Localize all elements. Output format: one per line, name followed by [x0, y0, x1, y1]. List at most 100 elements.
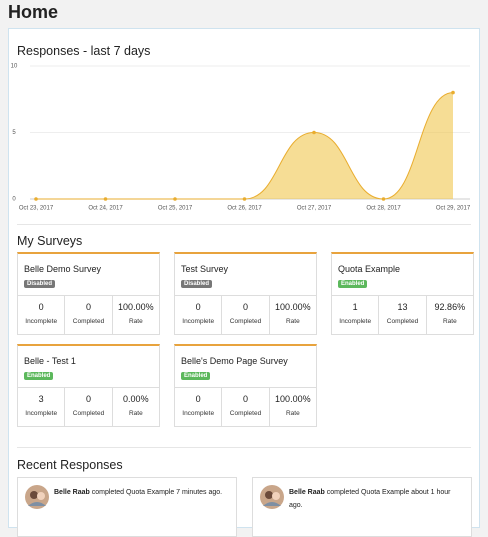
- stat: 100.00% Rate: [268, 296, 316, 334]
- user-name: Belle Raab: [289, 489, 325, 496]
- avatar: [260, 485, 284, 509]
- status-badge: Disabled: [24, 280, 56, 288]
- stats: 0 Incomplete 0 Completed 100.00% Rate: [175, 295, 316, 334]
- stat-value: 0: [195, 302, 201, 312]
- stat-label: Rate: [128, 410, 143, 417]
- stat-label: Incomplete: [182, 318, 215, 325]
- stat-value: 0: [242, 394, 248, 404]
- y-tick-label: 0: [12, 197, 16, 203]
- stat-value: 100.00%: [118, 302, 154, 312]
- stat-value: 0: [85, 394, 91, 404]
- point: [103, 197, 108, 201]
- stat: 0 Completed: [221, 388, 268, 426]
- x-tick-label: Oct 26, 2017: [227, 206, 262, 212]
- separator: [17, 224, 471, 225]
- status-badge: Disabled: [181, 280, 213, 288]
- stat-label: Completed: [72, 410, 105, 417]
- stat: 0 Incomplete: [175, 388, 221, 426]
- x-tick-label: Oct 28, 2017: [366, 206, 401, 212]
- stat: 0 Incomplete: [18, 296, 64, 334]
- section-title: Recent Responses: [17, 458, 123, 472]
- stats: 0 Incomplete 0 Completed 100.00% Rate: [175, 387, 316, 426]
- stat-value: 0: [38, 302, 44, 312]
- stat: 92.86% Rate: [425, 296, 473, 334]
- stat-label: Completed: [386, 318, 419, 325]
- point: [451, 90, 455, 95]
- stat-value: 13: [397, 302, 408, 312]
- avatar: [25, 485, 49, 509]
- page: Home Responses - last 7 days 0 5 10 Oct 23,…: [8, 2, 480, 537]
- stat-label: Completed: [72, 318, 105, 325]
- stat-value: 1: [352, 302, 358, 312]
- x-tick-label: Oct 29, 2017: [436, 206, 471, 212]
- stat-label: Incomplete: [25, 318, 58, 325]
- stats: 1 Incomplete 13 Completed 92.86% Rate: [332, 295, 473, 334]
- stat-value: 100.00%: [275, 394, 311, 404]
- stat-label: Incomplete: [25, 410, 58, 417]
- stat-value: 3: [38, 394, 44, 404]
- response-card: Belle Raab completed Quota Example about…: [252, 477, 472, 537]
- survey-name: Belle - Test 1: [24, 356, 76, 366]
- status-badge: Enabled: [24, 372, 54, 380]
- stat-value: 92.86%: [434, 302, 466, 312]
- survey-card: Belle - Test 1 Enabled 3 Incomplete 0 Complet…: [17, 344, 160, 427]
- response-detail: completed Quota Example 7 minutes ago.: [91, 489, 223, 496]
- x-tick-label: Oct 25, 2017: [158, 206, 193, 212]
- y-tick-label: 5: [12, 130, 16, 136]
- status-badge: Enabled: [181, 372, 211, 380]
- stat-value: 0: [242, 302, 248, 312]
- stat: 100.00% Rate: [111, 296, 159, 334]
- survey-card: Quota Example Enabled 1 Incomplete 13 Complet…: [331, 252, 474, 335]
- stat: 0 Completed: [64, 296, 111, 334]
- stat-label: Rate: [442, 318, 457, 325]
- stat: 1 Incomplete: [332, 296, 378, 334]
- status-badge: Enabled: [338, 280, 368, 288]
- stat: 3 Incomplete: [18, 388, 64, 426]
- area: [36, 92, 453, 199]
- survey-name: Belle's Demo Page Survey: [181, 356, 288, 366]
- stat: 0 Completed: [64, 388, 111, 426]
- point: [312, 130, 316, 135]
- survey-card: Belle Demo Survey Disabled 0 Incomplete 0 Com…: [17, 252, 160, 335]
- response-card: Belle Raab completed Quota Example 7 min…: [17, 477, 237, 537]
- point: [173, 197, 177, 201]
- response-text: Belle Raab completed Quota Example about…: [289, 486, 464, 512]
- x-tick-label: Oct 24, 2017: [88, 206, 123, 212]
- stat: 13 Completed: [378, 296, 425, 334]
- stat-label: Completed: [229, 318, 262, 325]
- response-detail: completed Quota Example about 1 hour ago…: [289, 489, 451, 509]
- x-tick-label: Oct 27, 2017: [297, 206, 332, 212]
- line: [36, 92, 454, 200]
- stats: 0 Incomplete 0 Completed 100.00% Rate: [18, 295, 159, 334]
- chart: 0 5 10 Oct 23, 2017 Oct 24, 2017 Oct 25, 2017…: [11, 64, 471, 212]
- stat-label: Rate: [285, 410, 300, 417]
- survey-name: Quota Example: [338, 264, 401, 274]
- stat: 0.00% Rate: [111, 388, 159, 426]
- stat-label: Incomplete: [182, 410, 215, 417]
- survey-name: Test Survey: [181, 264, 229, 274]
- survey-card: Belle's Demo Page Survey Enabled 0 Incomple…: [174, 344, 317, 427]
- chart-title: Responses - last 7 days: [17, 44, 151, 58]
- point: [34, 197, 38, 201]
- x-tick-label: Oct 23, 2017: [19, 206, 54, 212]
- point: [381, 197, 386, 201]
- stat-label: Incomplete: [339, 318, 372, 325]
- separator: [17, 447, 471, 448]
- stat: 100.00% Rate: [268, 388, 316, 426]
- survey-card: Test Survey Disabled 0 Incomplete 0 Completed…: [174, 252, 317, 335]
- point: [242, 197, 247, 201]
- stat-label: Completed: [229, 410, 262, 417]
- stat-value: 0: [85, 302, 91, 312]
- y-tick-label: 10: [11, 64, 18, 70]
- stat-label: Rate: [285, 318, 300, 325]
- stat-label: Rate: [128, 318, 143, 325]
- response-text: Belle Raab completed Quota Example 7 min…: [54, 486, 229, 499]
- survey-name: Belle Demo Survey: [24, 264, 102, 274]
- stat-value: 100.00%: [275, 302, 311, 312]
- section-title: My Surveys: [17, 234, 83, 248]
- stat: 0 Completed: [221, 296, 268, 334]
- user-name: Belle Raab: [54, 489, 90, 496]
- stats: 3 Incomplete 0 Completed 0.00% Rate: [18, 387, 159, 426]
- page-title: Home: [8, 2, 59, 22]
- stat: 0 Incomplete: [175, 296, 221, 334]
